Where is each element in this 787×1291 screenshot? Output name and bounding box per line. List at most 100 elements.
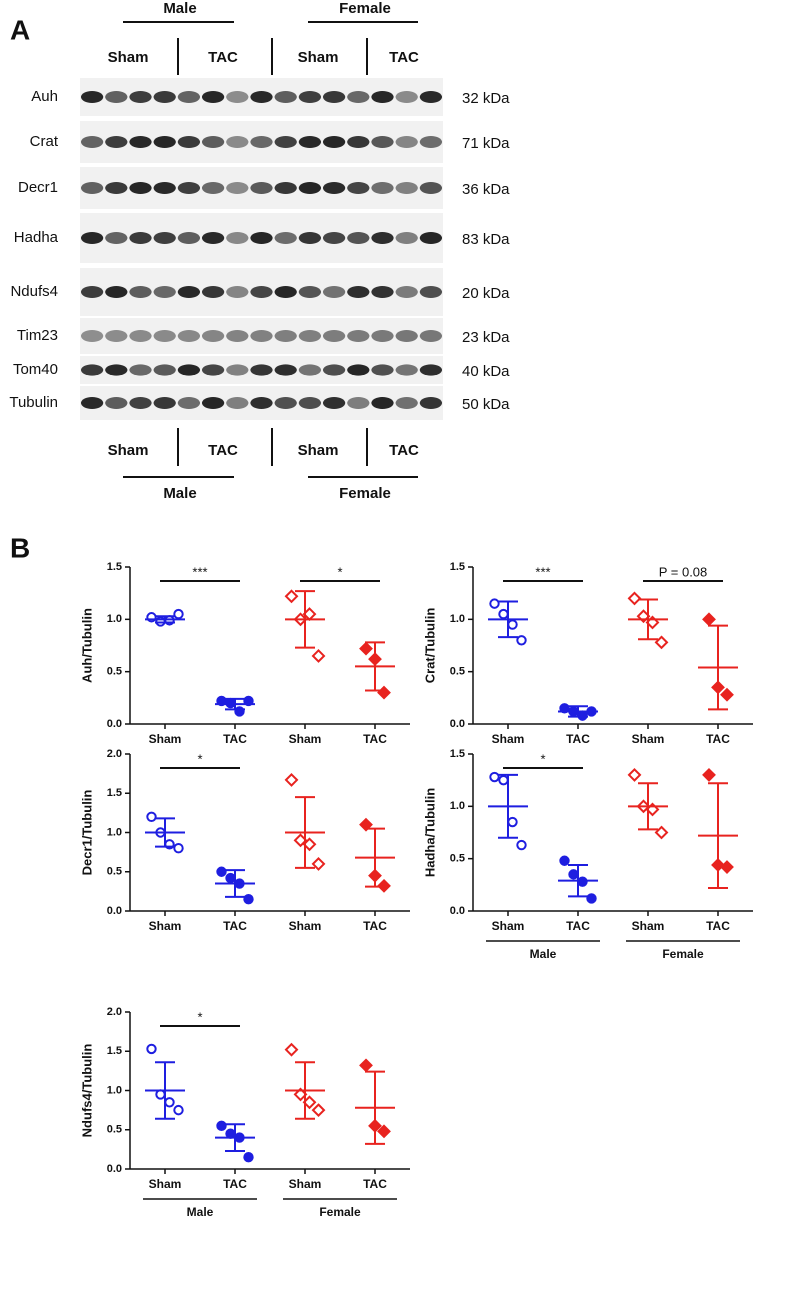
- blot-band: [395, 232, 418, 244]
- protein-label: Tom40: [13, 361, 58, 378]
- blot-band: [129, 330, 152, 342]
- data-point: [377, 685, 391, 700]
- blot-band: [298, 91, 322, 103]
- blot-band: [153, 91, 176, 103]
- significance-label: *: [337, 564, 342, 579]
- x-tick-label: TAC: [223, 732, 247, 746]
- blot-band: [226, 91, 249, 103]
- data-point: [654, 635, 669, 650]
- blot-band: [371, 136, 394, 148]
- blot-band: [347, 397, 370, 409]
- blot-band: [347, 364, 370, 376]
- group-label: Male: [187, 1205, 214, 1219]
- data-point: [225, 697, 236, 709]
- significance-label: ***: [192, 564, 207, 579]
- blot-band: [177, 182, 201, 194]
- blot-band: [250, 232, 273, 244]
- x-tick-label: Sham: [149, 732, 182, 746]
- group-label: Female: [339, 485, 391, 502]
- y-tick-label: 1.0: [450, 800, 465, 812]
- blot-band: [274, 330, 297, 342]
- blot-band: [250, 397, 273, 409]
- y-tick-label: 0.0: [450, 905, 465, 917]
- blot-band: [105, 286, 128, 298]
- data-point: [627, 768, 642, 782]
- blot-band: [274, 136, 297, 148]
- y-axis-title: Auh/Tubulin: [79, 608, 94, 683]
- blot-band: [105, 136, 128, 148]
- blot-band: [274, 182, 297, 194]
- blot-band: [153, 182, 176, 194]
- blot-band: [250, 364, 273, 376]
- blot-band: [395, 91, 418, 103]
- group-label: Female: [662, 947, 704, 961]
- blot-band: [298, 286, 322, 298]
- y-tick-label: 0.5: [107, 1124, 122, 1136]
- x-tick-label: Sham: [632, 919, 665, 933]
- x-tick-label: TAC: [223, 1177, 247, 1191]
- blot-band: [129, 286, 152, 298]
- blot-band: [347, 136, 370, 148]
- blot-band: [177, 330, 201, 342]
- blot-band: [226, 182, 249, 194]
- significance-label: *: [197, 751, 202, 766]
- protein-label: Ndufs4: [10, 283, 58, 300]
- blot-band: [250, 91, 273, 103]
- blot-band: [371, 232, 394, 244]
- x-tick-label: TAC: [706, 732, 730, 746]
- data-point: [559, 703, 570, 714]
- blot-band: [322, 182, 346, 194]
- blot-band: [322, 330, 346, 342]
- y-tick-label: 0.5: [107, 666, 122, 678]
- y-tick-label: 1.5: [450, 561, 465, 573]
- data-point: [311, 1103, 326, 1118]
- blot-band: [322, 286, 346, 298]
- x-tick-label: TAC: [363, 919, 387, 933]
- x-tick-label: Sham: [289, 919, 322, 933]
- blot-band: [250, 182, 273, 194]
- x-tick-label: TAC: [363, 1177, 387, 1191]
- blot-band: [371, 330, 394, 342]
- data-point: [702, 768, 716, 782]
- blot-band: [347, 232, 370, 244]
- x-tick-label: TAC: [566, 919, 590, 933]
- x-tick-label: Sham: [289, 1177, 322, 1191]
- size-label: 36 kDa: [462, 181, 510, 198]
- blot-band: [250, 330, 273, 342]
- blot-band: [322, 136, 346, 148]
- condition-label: Sham: [108, 49, 149, 66]
- y-tick-label: 0.0: [450, 718, 465, 730]
- blot-band: [153, 397, 176, 409]
- y-tick-label: 2.0: [107, 748, 122, 760]
- y-axis-title: Ndufs4/Tubulin: [79, 1044, 94, 1138]
- blot-band: [226, 286, 249, 298]
- y-tick-label: 0.0: [107, 1163, 122, 1175]
- blot-band: [153, 286, 176, 298]
- blot-band: [322, 364, 346, 376]
- blot-band: [371, 364, 394, 376]
- y-tick-label: 1.5: [450, 748, 465, 760]
- blot-band: [274, 232, 297, 244]
- data-point: [516, 635, 527, 646]
- blot-band: [201, 397, 225, 409]
- data-point: [284, 589, 299, 604]
- blot-band: [129, 136, 152, 148]
- data-point: [243, 1152, 254, 1163]
- condition-label: TAC: [389, 442, 419, 459]
- blot-band: [226, 330, 249, 342]
- blot-band: [298, 330, 322, 342]
- blot-band: [322, 91, 346, 103]
- data-point: [216, 1120, 227, 1132]
- data-point: [627, 591, 642, 606]
- size-label: 71 kDa: [462, 135, 510, 152]
- blot-band: [371, 397, 394, 409]
- blot-band: [298, 136, 322, 148]
- y-tick-label: 0.0: [107, 905, 122, 917]
- blot-band: [274, 397, 297, 409]
- size-label: 83 kDa: [462, 231, 510, 248]
- group-label: Male: [163, 0, 196, 17]
- blot-band: [177, 232, 201, 244]
- y-tick-label: 1.0: [450, 613, 465, 625]
- condition-label: Sham: [298, 442, 339, 459]
- blot-band: [395, 330, 418, 342]
